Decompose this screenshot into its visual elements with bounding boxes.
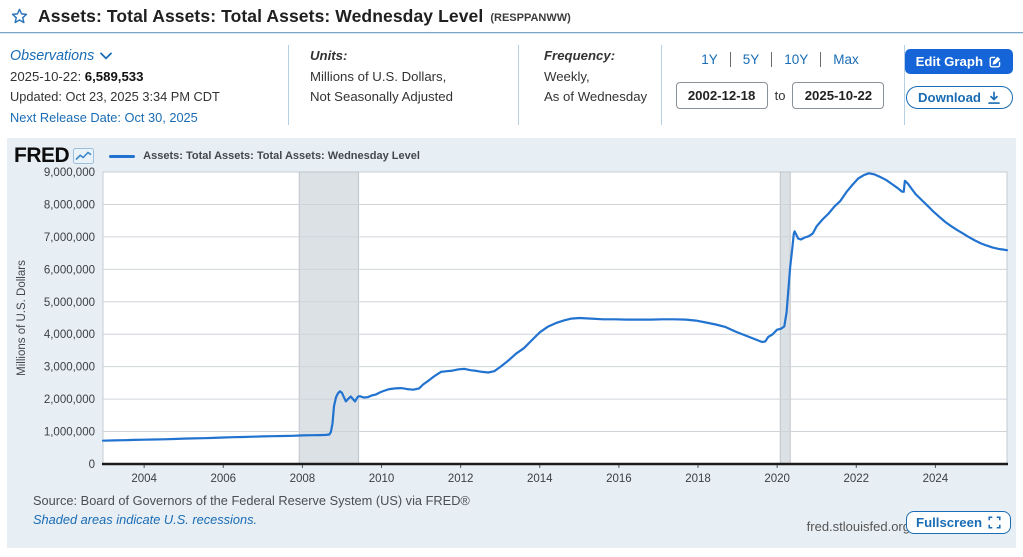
range-5y-link[interactable]: 5Y (742, 52, 760, 67)
fred-logo: FRED (14, 144, 70, 167)
fullscreen-button[interactable]: Fullscreen (906, 511, 1011, 534)
divider (820, 52, 822, 67)
observations-section: Observations 2025-10-22: 6,589,533 Updat… (10, 46, 220, 128)
svg-text:4,000,000: 4,000,000 (44, 329, 95, 341)
svg-text:2012: 2012 (448, 473, 474, 485)
frequency-section: Frequency: Weekly, As of Wednesday (544, 46, 647, 108)
divider (518, 45, 519, 125)
updated-timestamp: Updated: Oct 23, 2025 3:34 PM CDT (10, 89, 220, 104)
chevron-down-icon (100, 52, 113, 60)
svg-text:2014: 2014 (527, 473, 553, 485)
page-title: Assets: Total Assets: Total Assets: Wedn… (38, 6, 484, 26)
frequency-line1: Weekly, (544, 68, 590, 84)
frequency-label: Frequency: (544, 48, 616, 63)
svg-text:2018: 2018 (685, 473, 711, 485)
edit-icon (989, 56, 1001, 68)
units-line1: Millions of U.S. Dollars, (310, 68, 447, 84)
svg-text:0: 0 (89, 459, 95, 471)
range-10y-link[interactable]: 10Y (784, 52, 809, 67)
recessions-note-link[interactable]: Shaded areas indicate U.S. recessions. (33, 512, 258, 527)
range-max-link[interactable]: Max (833, 52, 859, 67)
edit-graph-label: Edit Graph (915, 54, 983, 69)
date-range-controls: 1Y 5Y 10Y Max to (664, 52, 896, 109)
svg-text:6,000,000: 6,000,000 (44, 264, 95, 276)
site-url: fred.stlouisfed.org (806, 519, 910, 534)
title-bar: Assets: Total Assets: Total Assets: Wedn… (10, 6, 571, 27)
svg-text:2006: 2006 (210, 473, 236, 485)
svg-text:3,000,000: 3,000,000 (44, 362, 95, 374)
svg-text:8,000,000: 8,000,000 (44, 199, 95, 211)
date-inputs: to (664, 82, 896, 109)
fullscreen-icon (988, 516, 1001, 529)
series-id: (RESPPANWW) (490, 12, 571, 24)
units-line2: Not Seasonally Adjusted (310, 89, 453, 104)
observations-label: Observations (10, 48, 95, 64)
svg-text:2010: 2010 (369, 473, 395, 485)
date-from-input[interactable] (675, 82, 768, 109)
chart-header: FRED Assets: Total Assets: Total Assets:… (14, 144, 420, 168)
header-divider (0, 32, 1023, 34)
chart-legend: Assets: Total Assets: Total Assets: Wedn… (109, 150, 420, 162)
svg-text:2,000,000: 2,000,000 (44, 394, 95, 406)
date-to-label: to (774, 88, 786, 103)
svg-text:2008: 2008 (290, 473, 316, 485)
chart-card: FRED Assets: Total Assets: Total Assets:… (7, 138, 1016, 548)
frequency-line2: As of Wednesday (544, 89, 648, 104)
latest-observation: 2025-10-22: 6,589,533 (10, 67, 220, 88)
svg-text:7,000,000: 7,000,000 (44, 232, 95, 244)
svg-text:2022: 2022 (843, 473, 869, 485)
latest-observation-date: 2025-10-22: (10, 68, 82, 84)
graph-actions: Edit Graph Download (904, 49, 1013, 109)
divider (729, 52, 731, 67)
range-links: 1Y 5Y 10Y Max (664, 52, 896, 67)
latest-observation-value: 6,589,533 (84, 68, 144, 84)
divider (904, 45, 905, 125)
observations-dropdown[interactable]: Observations (10, 46, 113, 67)
svg-text:5,000,000: 5,000,000 (44, 297, 95, 309)
favorite-star-icon[interactable] (10, 7, 29, 26)
svg-text:9,000,000: 9,000,000 (44, 167, 95, 179)
download-icon (988, 90, 1000, 104)
assets-line-chart[interactable]: 0 1,000,000 2,000,000 3,000,000 4,000,000 5,0… (7, 138, 1016, 548)
svg-text:2020: 2020 (764, 473, 790, 485)
units-label: Units: (310, 48, 348, 63)
fred-logo-chart-icon (73, 148, 95, 164)
units-section: Units: Millions of U.S. Dollars, Not Sea… (310, 46, 453, 108)
date-to-input[interactable] (792, 82, 885, 109)
source-attribution: Source: Board of Governors of the Federa… (33, 493, 470, 508)
divider (771, 52, 773, 67)
legend-line-swatch (109, 154, 136, 158)
svg-text:2016: 2016 (606, 473, 632, 485)
svg-text:2024: 2024 (923, 473, 949, 485)
svg-text:1,000,000: 1,000,000 (44, 427, 95, 439)
legend-label: Assets: Total Assets: Total Assets: Wedn… (143, 150, 420, 162)
divider (288, 45, 289, 125)
download-button[interactable]: Download (905, 86, 1013, 109)
range-1y-link[interactable]: 1Y (701, 52, 718, 67)
divider (661, 45, 662, 125)
download-label: Download (917, 90, 981, 105)
edit-graph-button[interactable]: Edit Graph (904, 49, 1013, 74)
next-release-link[interactable]: Next Release Date: Oct 30, 2025 (10, 109, 198, 125)
fullscreen-label: Fullscreen (916, 515, 982, 530)
svg-text:2004: 2004 (131, 473, 157, 485)
